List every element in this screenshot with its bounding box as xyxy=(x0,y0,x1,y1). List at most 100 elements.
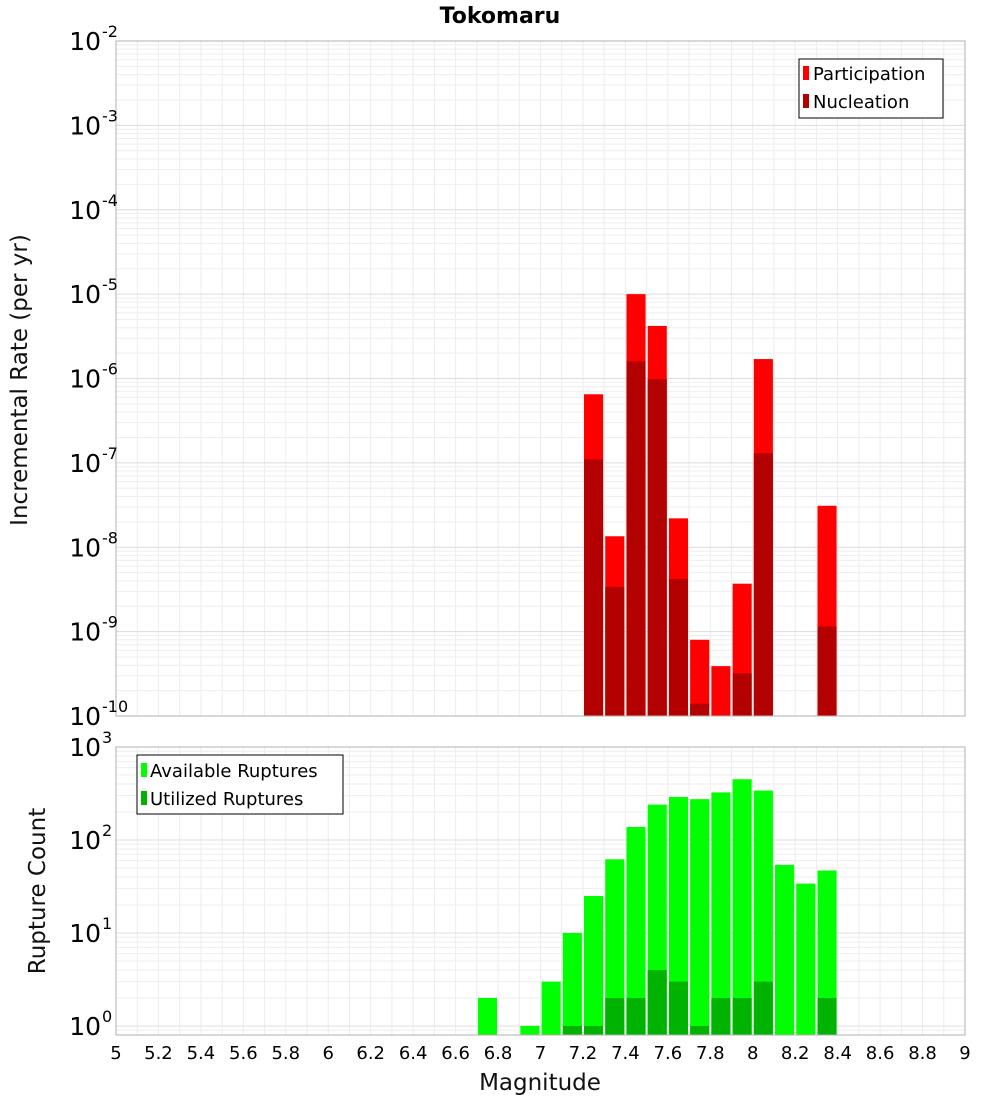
bottom-bar-available-ruptures-7-95 xyxy=(732,779,752,1035)
top-y-tick-5: 10 -5 xyxy=(69,275,118,309)
top-bar-nucleation-7-75 xyxy=(690,703,710,716)
bottom-bar-utilized-ruptures-7-35 xyxy=(605,997,625,1035)
top-y-tick-3: 10 -7 xyxy=(69,444,118,478)
top-y-tick-1: 10 -9 xyxy=(69,613,118,647)
legend-swatch-available xyxy=(141,763,147,777)
top-y-tick-exp: -7 xyxy=(102,444,118,463)
x-tick-8-2: 8.2 xyxy=(781,1043,810,1064)
top-bar-nucleation-8-35 xyxy=(817,626,837,716)
top-y-tick-exp: -2 xyxy=(102,22,118,41)
bottom-bar-available-ruptures-7-35 xyxy=(605,859,625,1035)
top-plot-frame xyxy=(115,40,966,717)
x-tick-labels: 5 5.2 5.4 5.6 5.8 6 6.2 6.4 6.6 6.8 7 7.2 7.4 7.6 7.8 8… xyxy=(110,1043,970,1064)
bottom-bar-available-ruptures-8-05 xyxy=(753,790,773,1035)
top-y-tick-exp: -8 xyxy=(102,528,118,547)
top-bars xyxy=(584,294,837,716)
top-y-tick-base: 10 xyxy=(69,702,101,731)
top-y-tick-base: 10 xyxy=(69,111,101,140)
top-grid xyxy=(116,41,965,716)
x-axis-title: Magnitude xyxy=(479,1070,601,1096)
x-tick-6-8: 6.8 xyxy=(484,1043,513,1064)
legend-label-utilized: Utilized Ruptures xyxy=(150,789,303,810)
top-y-tick-base: 10 xyxy=(69,449,101,478)
top-legend: Participation Nucleation xyxy=(798,58,944,119)
bottom-y-tick-3: 10 3 xyxy=(69,728,112,762)
x-tick-5-8: 5.8 xyxy=(271,1043,300,1064)
bottom-bar-available-ruptures-7-85 xyxy=(711,792,731,1035)
bottom-bar-utilized-ruptures-7-85 xyxy=(711,997,731,1035)
bottom-bar-available-ruptures-7-15 xyxy=(562,932,582,1035)
bottom-bar-available-ruptures-7-05 xyxy=(541,981,561,1035)
top-y-tick-base: 10 xyxy=(69,618,101,647)
x-tick-7-8: 7.8 xyxy=(696,1043,725,1064)
top-y-tick-base: 10 xyxy=(69,280,101,309)
bottom-bar-utilized-ruptures-7-75 xyxy=(690,1025,710,1035)
bottom-bars xyxy=(477,779,837,1035)
legend-label-participation: Participation xyxy=(813,64,925,85)
bottom-y-tick-exp: 0 xyxy=(102,1007,112,1026)
top-bar-nucleation-7-25 xyxy=(584,459,604,716)
x-tick-6-2: 6.2 xyxy=(356,1043,385,1064)
bottom-y-tick-base: 10 xyxy=(69,733,101,762)
bottom-y-tick-0: 10 0 xyxy=(69,1007,112,1041)
bottom-y-tick-base: 10 xyxy=(69,826,101,855)
bottom-bar-available-ruptures-6-75 xyxy=(477,997,497,1035)
top-y-tick-exp: -5 xyxy=(102,275,118,294)
top-bar-nucleation-7-35 xyxy=(605,586,625,716)
bottom-bar-available-ruptures-7-25 xyxy=(584,895,604,1035)
x-tick-8: 8 xyxy=(747,1043,758,1064)
x-tick-7-4: 7.4 xyxy=(611,1043,640,1064)
top-bar-nucleation-8-05 xyxy=(753,453,773,716)
bottom-bar-utilized-ruptures-7-25 xyxy=(584,1025,604,1035)
bottom-bar-utilized-ruptures-7-45 xyxy=(626,997,646,1035)
top-y-axis-title: Incremental Rate (per yr) xyxy=(7,234,33,526)
top-y-tick-8: 10 -2 xyxy=(69,22,118,56)
top-y-tick-base: 10 xyxy=(69,196,101,225)
bottom-bar-utilized-ruptures-7-55 xyxy=(647,969,667,1035)
top-y-tick-exp: -9 xyxy=(102,613,118,632)
legend-swatch-participation xyxy=(803,66,809,80)
x-tick-6: 6 xyxy=(323,1043,334,1064)
bottom-y-tick-base: 10 xyxy=(69,919,101,948)
top-y-tick-0: 10 -10 xyxy=(69,697,128,731)
x-tick-5-2: 5.2 xyxy=(144,1043,173,1064)
top-bar-nucleation-7-45 xyxy=(626,361,646,716)
top-legend-box xyxy=(798,58,944,119)
bottom-bar-utilized-ruptures-7-95 xyxy=(732,997,752,1035)
x-tick-7-6: 7.6 xyxy=(654,1043,683,1064)
bottom-bar-available-ruptures-8-15 xyxy=(775,864,795,1035)
x-tick-5-6: 5.6 xyxy=(229,1043,258,1064)
top-y-tick-6: 10 -4 xyxy=(69,191,118,225)
bottom-legend-box xyxy=(136,754,344,815)
bottom-y-tick-exp: 2 xyxy=(102,821,112,840)
x-tick-8-6: 8.6 xyxy=(866,1043,895,1064)
bottom-bar-available-ruptures-8-35 xyxy=(817,870,837,1035)
top-y-tick-base: 10 xyxy=(69,533,101,562)
top-y-tick-4: 10 -6 xyxy=(69,360,118,394)
top-bar-participation-7-75 xyxy=(690,639,710,716)
top-bar-nucleation-7-95 xyxy=(732,673,752,716)
top-y-tick-7: 10 -3 xyxy=(69,106,118,140)
top-y-tick-2: 10 -8 xyxy=(69,528,118,562)
x-tick-7-2: 7.2 xyxy=(569,1043,598,1064)
x-tick-6-6: 6.6 xyxy=(441,1043,470,1064)
x-tick-8-4: 8.4 xyxy=(823,1043,852,1064)
top-bar-nucleation-7-65 xyxy=(668,579,689,716)
top-bar-nucleation-7-55 xyxy=(647,379,667,716)
chart-title: Tokomaru xyxy=(440,4,561,29)
bottom-y-tick-1: 10 1 xyxy=(69,914,112,948)
top-y-tick-exp: -6 xyxy=(102,360,118,379)
legend-label-nucleation: Nucleation xyxy=(813,92,909,113)
x-tick-6-4: 6.4 xyxy=(399,1043,428,1064)
legend-label-available: Available Ruptures xyxy=(150,761,318,782)
x-tick-7: 7 xyxy=(535,1043,546,1064)
bottom-bar-utilized-ruptures-8-05 xyxy=(753,981,773,1035)
bottom-bar-available-ruptures-6-95 xyxy=(520,1025,540,1035)
top-y-tick-exp: -3 xyxy=(102,106,118,125)
bottom-bar-available-ruptures-7-75 xyxy=(690,799,710,1035)
top-y-tick-base: 10 xyxy=(69,27,101,56)
bottom-bar-utilized-ruptures-7-15 xyxy=(562,1025,582,1035)
bottom-bar-available-ruptures-7-65 xyxy=(668,796,689,1035)
